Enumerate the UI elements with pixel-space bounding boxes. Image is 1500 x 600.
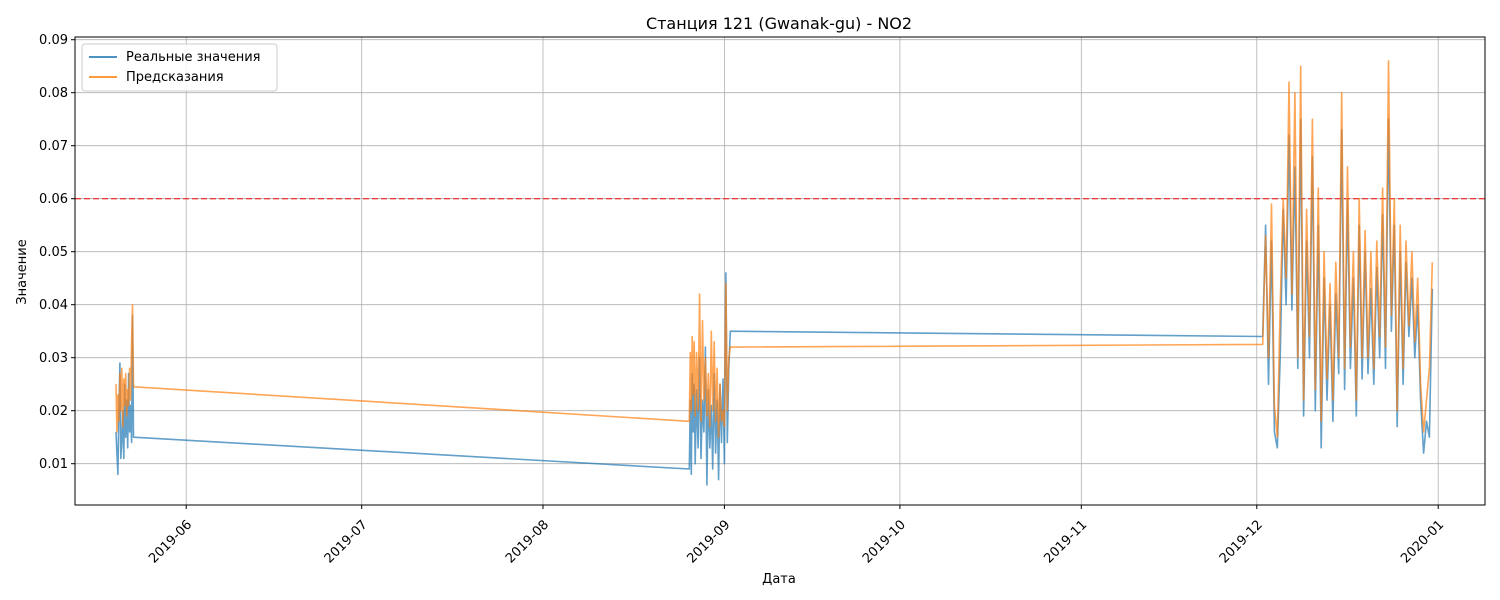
- chart-title: Станция 121 (Gwanak-gu) - NO2: [646, 14, 912, 33]
- y-axis-label: Значение: [15, 239, 30, 304]
- y-tick-label: 0.07: [39, 139, 68, 154]
- y-tick-label: 0.09: [39, 33, 68, 48]
- y-axis: 0.01 0.02 0.03 0.04 0.05 0.06 0.07 0.08 0.09: [39, 33, 75, 472]
- y-tick-label: 0.03: [39, 351, 68, 366]
- series-layer: [115, 60, 1434, 486]
- y-tick-label: 0.02: [39, 404, 68, 419]
- y-tick-label: 0.01: [39, 457, 68, 472]
- y-tick-label: 0.06: [39, 192, 68, 207]
- legend-box: [81, 43, 278, 92]
- plot-frame: [74, 36, 1486, 506]
- x-axis-label: Дата: [762, 572, 796, 587]
- y-tick-label: 0.04: [39, 298, 68, 313]
- series-line-predicted: [115, 60, 1434, 438]
- legend-label-predicted: Предсказания: [126, 70, 224, 85]
- y-tick-label: 0.05: [39, 245, 68, 260]
- y-tick-label: 0.08: [39, 86, 68, 101]
- legend: Реальные значения Предсказания: [81, 43, 278, 92]
- legend-label-real: Реальные значения: [126, 50, 261, 65]
- series-line-real: [115, 118, 1434, 486]
